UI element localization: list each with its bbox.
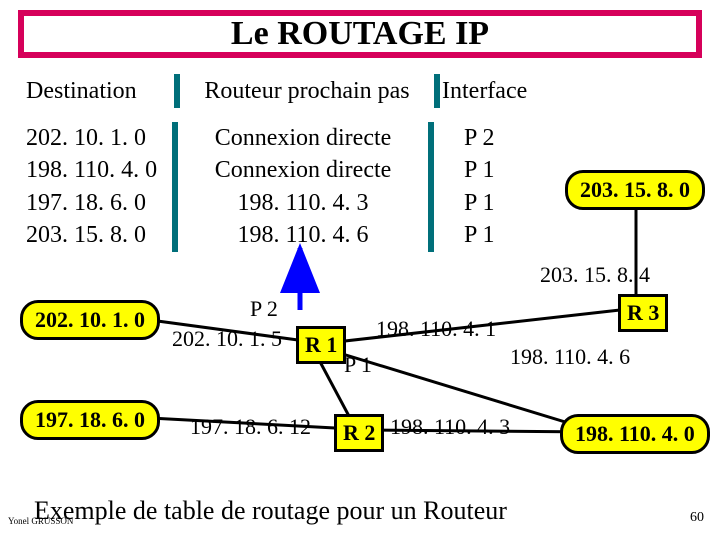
label-r1-right-ip: 198. 110. 4. 1 (376, 316, 496, 342)
cell-next: 198. 110. 4. 3 (237, 187, 368, 219)
routing-table: Destination Routeur prochain pas Interfa… (26, 74, 552, 252)
col-sep (434, 74, 440, 108)
badge-text: 198. 110. 4. 0 (575, 421, 695, 446)
slide-number: 60 (690, 510, 704, 526)
title-box: Le ROUTAGE IP (18, 10, 702, 58)
router-r2: R 2 (334, 414, 384, 452)
caption: Exemple de table de routage pour un Rout… (34, 496, 507, 526)
net-badge-left1: 202. 10. 1. 0 (20, 300, 160, 340)
cell-dest: 198. 110. 4. 0 (26, 154, 172, 186)
net-badge-left2: 197. 18. 6. 0 (20, 400, 160, 440)
badge-text: 197. 18. 6. 0 (35, 407, 145, 432)
label-r3-ip: 198. 110. 4. 6 (510, 344, 630, 370)
footer-author: Yonel GRUSSON (8, 516, 73, 526)
col-sep (174, 74, 180, 108)
label-r2-right-ip: 198. 110. 4. 3 (390, 414, 510, 440)
cell-iface: P 1 (464, 154, 544, 186)
cell-dest: 197. 18. 6. 0 (26, 187, 172, 219)
table-body: 202. 10. 1. 0 198. 110. 4. 0 197. 18. 6.… (26, 122, 552, 252)
cell-iface: P 1 (464, 187, 544, 219)
cell-next: 198. 110. 4. 6 (237, 219, 368, 251)
cell-iface: P 2 (464, 122, 544, 154)
col-nexthop: Connexion directe Connexion directe 198.… (178, 122, 428, 252)
label-r2-left-ip: 197. 18. 6. 12 (190, 414, 311, 440)
router-label: R 2 (343, 420, 375, 445)
cell-iface: P 1 (464, 219, 544, 251)
router-label: R 1 (305, 332, 337, 357)
badge-text: 203. 15. 8. 0 (580, 177, 690, 202)
label-r1-left-ip: 202. 10. 1. 5 (172, 326, 282, 352)
router-r1: R 1 (296, 326, 346, 364)
net-badge-bottom-right: 198. 110. 4. 0 (560, 414, 710, 454)
router-label: R 3 (627, 300, 659, 325)
table-head: Destination Routeur prochain pas Interfa… (26, 74, 552, 108)
cell-next: Connexion directe (215, 154, 392, 186)
net-badge-top-right: 203. 15. 8. 0 (565, 170, 705, 210)
th-destination: Destination (26, 78, 172, 105)
cell-next: Connexion directe (215, 122, 392, 154)
th-nexthop: Routeur prochain pas (182, 78, 432, 105)
col-iface: P 2 P 1 P 1 P 1 (434, 122, 544, 252)
label-p1: P 1 (344, 352, 372, 378)
label-top-r3: 203. 15. 8. 4 (540, 262, 650, 288)
th-interface: Interface (442, 78, 552, 105)
badge-text: 202. 10. 1. 0 (35, 307, 145, 332)
page-title: Le ROUTAGE IP (231, 15, 489, 53)
router-r3: R 3 (618, 294, 668, 332)
cell-dest: 203. 15. 8. 0 (26, 219, 172, 251)
col-destination: 202. 10. 1. 0 198. 110. 4. 0 197. 18. 6.… (26, 122, 172, 252)
label-p2: P 2 (250, 296, 278, 322)
cell-dest: 202. 10. 1. 0 (26, 122, 172, 154)
